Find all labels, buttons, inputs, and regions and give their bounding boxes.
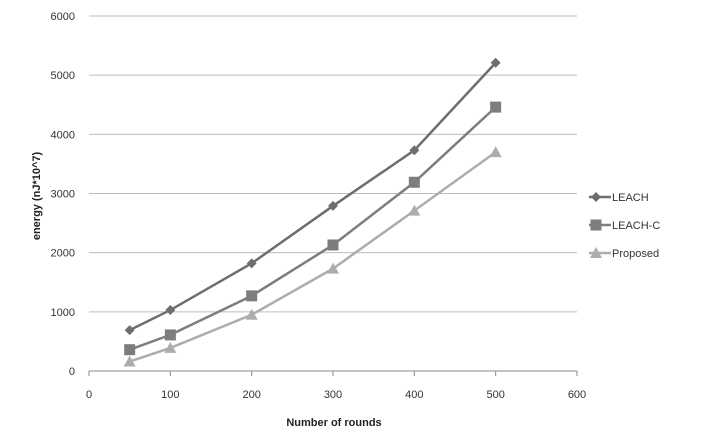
- y-tick-label: 1000: [51, 307, 75, 319]
- y-tick-label: 6000: [51, 11, 75, 23]
- series-line: [129, 61, 497, 332]
- legend-label: Proposed: [612, 248, 659, 260]
- x-tick-label: 600: [568, 389, 586, 401]
- y-tick-label: 0: [69, 366, 75, 378]
- y-tick-label: 3000: [51, 189, 75, 201]
- data-point: [124, 344, 136, 356]
- legend-item-leach: LEACH: [589, 192, 649, 204]
- series-line: [129, 106, 497, 351]
- x-tick-label: 200: [242, 389, 260, 401]
- y-tick-labels: 0 1000 2000 3000 4000 5000 6000: [51, 11, 75, 378]
- x-tick-label: 400: [405, 389, 423, 401]
- x-tick-label: 0: [86, 389, 92, 401]
- data-point: [165, 305, 176, 316]
- data-point: [246, 290, 258, 302]
- data-point: [327, 239, 339, 251]
- data-point: [245, 308, 258, 320]
- x-tick-labels: 0 100 200 300 400 500 600: [86, 389, 586, 401]
- x-tick-label: 300: [324, 389, 342, 401]
- legend-marker: [590, 219, 602, 231]
- series-line: [129, 151, 497, 363]
- x-tick-label: 100: [161, 389, 179, 401]
- legend-item-leach-c: LEACH-C: [589, 219, 660, 232]
- legend-label: LEACH: [612, 192, 649, 204]
- series-group: [123, 57, 502, 367]
- y-axis-title: energy (nJ*10^7): [31, 151, 43, 240]
- x-tick-label: 500: [486, 389, 504, 401]
- legend: LEACH LEACH-C Proposed: [589, 192, 660, 260]
- data-point: [124, 325, 135, 336]
- data-point: [327, 262, 339, 274]
- data-point: [164, 341, 177, 353]
- data-point: [489, 146, 502, 158]
- data-point: [123, 355, 136, 367]
- data-point: [490, 101, 502, 113]
- series-proposed: [123, 146, 502, 367]
- data-point: [328, 200, 338, 211]
- y-tick-label: 2000: [51, 248, 75, 260]
- data-point: [246, 258, 257, 269]
- legend-label: LEACH-C: [612, 220, 660, 232]
- data-point: [408, 204, 421, 216]
- x-axis-title: Number of rounds: [286, 417, 381, 429]
- legend-item-proposed: Proposed: [589, 247, 659, 260]
- legend-marker: [590, 247, 602, 258]
- y-tick-label: 5000: [51, 70, 75, 82]
- legend-marker: [591, 192, 601, 202]
- axes: [88, 370, 578, 376]
- data-point: [164, 329, 176, 341]
- data-point: [408, 176, 420, 188]
- y-tick-label: 4000: [51, 129, 75, 141]
- series-leach-c: [124, 101, 502, 356]
- data-point: [409, 145, 420, 156]
- series-leach: [124, 57, 501, 336]
- gridlines: [89, 15, 577, 313]
- data-point: [490, 57, 501, 68]
